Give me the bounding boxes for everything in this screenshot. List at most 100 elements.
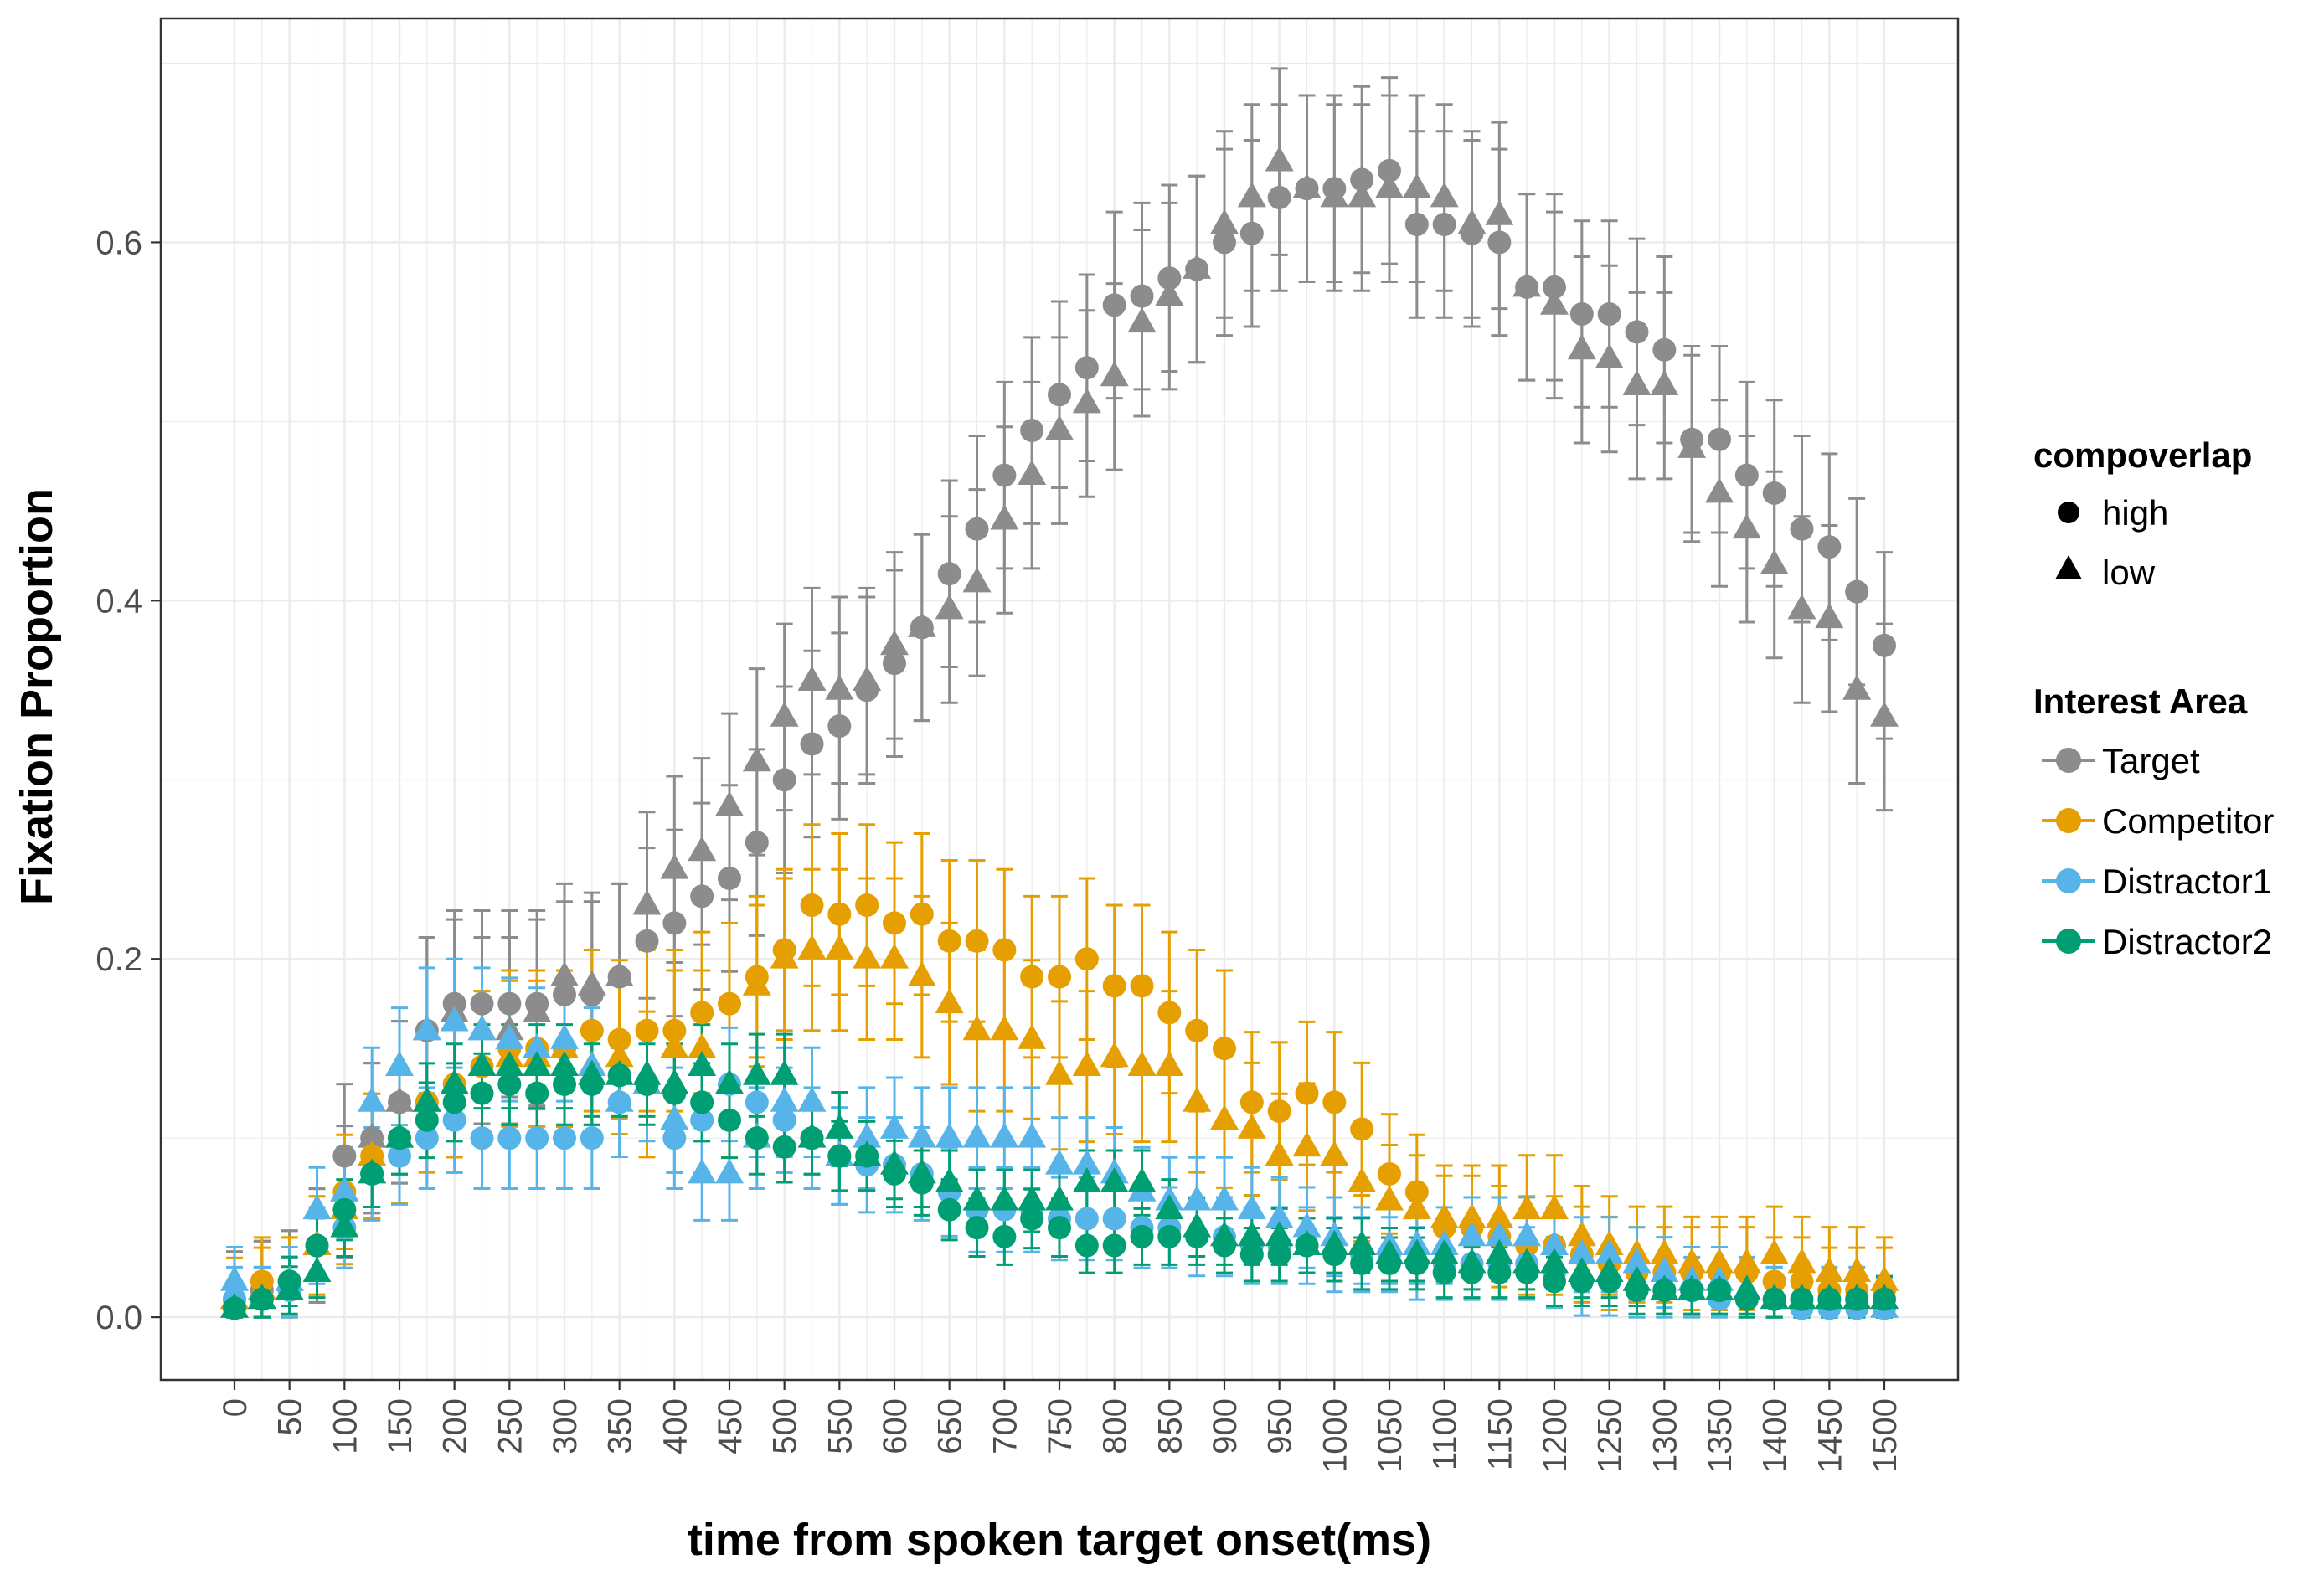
point-distractor2-low <box>1072 1167 1101 1193</box>
x-tick-label: 600 <box>877 1398 914 1454</box>
point-target-low <box>1100 361 1129 387</box>
x-tick-label: 500 <box>767 1398 804 1454</box>
point-target-low <box>1183 253 1212 279</box>
point-distractor2-low <box>1540 1248 1569 1274</box>
legend-dot-distractor1 <box>2056 868 2081 893</box>
point-distractor1-low <box>302 1194 332 1220</box>
point-target-high <box>1378 158 1402 183</box>
point-distractor2-high <box>965 1216 989 1240</box>
point-target-high <box>1543 275 1567 299</box>
point-distractor1-low <box>935 1122 964 1148</box>
point-competitor-low <box>1842 1257 1872 1283</box>
point-distractor2-high <box>552 1072 576 1096</box>
point-distractor1-low <box>770 1086 799 1112</box>
point-distractor1-low <box>605 1086 634 1112</box>
point-target-low <box>688 836 717 862</box>
point-distractor1-high <box>662 1126 687 1150</box>
point-distractor2-high <box>1048 1216 1071 1240</box>
point-target-low <box>1430 182 1459 208</box>
x-tick-label: 0 <box>217 1398 254 1417</box>
point-distractor1-low <box>549 1023 579 1049</box>
point-distractor2-low <box>1292 1229 1322 1255</box>
point-distractor1-high <box>415 1126 439 1150</box>
point-distractor1-low <box>797 1086 827 1112</box>
point-competitor-high <box>1074 947 1099 971</box>
x-tick-label: 800 <box>1097 1398 1134 1454</box>
point-distractor2-high <box>1157 1224 1182 1248</box>
point-distractor1-low <box>440 1006 469 1032</box>
point-distractor2-low <box>1870 1284 1899 1310</box>
point-distractor1-low <box>907 1122 936 1148</box>
point-target-low <box>1815 603 1844 629</box>
x-tick-label: 1350 <box>1702 1398 1739 1473</box>
point-distractor1-high <box>580 1126 604 1150</box>
point-distractor1-low <box>358 1086 387 1112</box>
point-distractor2-low <box>770 1059 799 1085</box>
point-competitor-high <box>1048 965 1071 989</box>
point-distractor1-low <box>1292 1212 1322 1238</box>
point-distractor2-low <box>577 1059 606 1085</box>
point-distractor2-high <box>1074 1233 1099 1258</box>
point-distractor2-high <box>690 1090 714 1114</box>
point-distractor1-low <box>1237 1194 1266 1220</box>
point-competitor-high <box>1295 1081 1319 1105</box>
point-target-low <box>384 1086 414 1112</box>
point-competitor-low <box>1100 1042 1129 1068</box>
point-distractor2-high <box>525 1081 549 1105</box>
point-target-high <box>1213 230 1237 255</box>
point-competitor-high <box>1130 974 1154 998</box>
point-distractor2-low <box>1705 1274 1734 1300</box>
point-distractor2-high <box>745 1126 769 1150</box>
x-tick-label: 700 <box>987 1398 1023 1454</box>
point-distractor2-high <box>827 1144 852 1168</box>
point-distractor1-high <box>1102 1207 1126 1231</box>
point-distractor2-high <box>332 1197 357 1222</box>
point-competitor-low <box>797 934 827 960</box>
point-distractor2-high <box>305 1233 329 1258</box>
point-competitor-high <box>690 1001 714 1025</box>
point-competitor-low <box>742 970 771 996</box>
point-distractor2-low <box>495 1050 524 1076</box>
legend-item-distractor1: Distractor1 <box>2042 862 2272 901</box>
point-target-high <box>1734 463 1759 487</box>
x-tick-label: 1050 <box>1372 1398 1409 1473</box>
point-target-low <box>1540 289 1569 315</box>
x-tick-label: 300 <box>547 1398 584 1454</box>
point-competitor-low <box>1732 1248 1761 1274</box>
point-distractor2-low <box>1183 1212 1212 1238</box>
point-distractor1-high <box>470 1126 494 1150</box>
point-competitor-high <box>1213 1037 1237 1061</box>
point-competitor-low <box>1320 1140 1349 1166</box>
point-target-high <box>1845 579 1869 604</box>
point-distractor2-low <box>219 1292 249 1318</box>
point-competitor-high <box>662 1018 687 1042</box>
point-competitor-high <box>1185 1018 1209 1042</box>
x-axis-title: time from spoken target onset(ms) <box>688 1515 1431 1565</box>
x-tick-label: 900 <box>1207 1398 1244 1454</box>
point-competitor-high <box>1762 1269 1786 1294</box>
point-distractor2-high <box>1350 1251 1374 1275</box>
point-target-low <box>1595 342 1624 368</box>
point-distractor2-low <box>1018 1185 1047 1211</box>
point-distractor1-low <box>688 1158 717 1184</box>
point-target-low <box>1650 369 1679 395</box>
point-competitor-low <box>935 988 964 1014</box>
point-competitor-low <box>1677 1248 1707 1274</box>
legend-label-competitor: Competitor <box>2102 801 2274 841</box>
point-distractor2-high <box>497 1072 522 1096</box>
point-competitor-high <box>855 893 879 918</box>
point-competitor-high <box>1790 1269 1814 1294</box>
point-competitor-high <box>607 1027 631 1052</box>
point-competitor-high <box>992 938 1017 962</box>
point-target-high <box>1790 517 1814 541</box>
point-distractor2-low <box>1787 1284 1816 1310</box>
point-distractor2-low <box>1045 1185 1074 1211</box>
point-distractor1-low <box>714 1158 744 1184</box>
legend-item-target: Target <box>2042 741 2200 780</box>
point-competitor-low <box>1265 1140 1294 1166</box>
point-target-low <box>1210 208 1239 234</box>
legend-shape-title: compoverlap <box>2033 435 2252 475</box>
point-competitor-high <box>827 902 852 926</box>
point-competitor-low <box>1760 1238 1789 1264</box>
